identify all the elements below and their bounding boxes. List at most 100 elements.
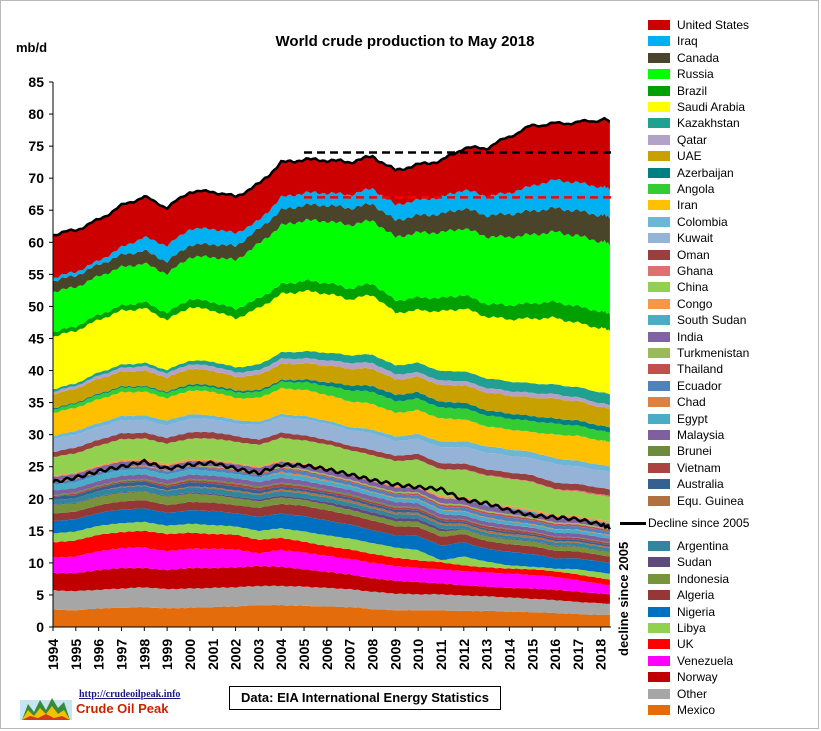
legend-swatch (648, 233, 670, 244)
x-tick-label: 2012 (456, 639, 472, 670)
area-turkmenistan (53, 465, 610, 530)
area-iran (53, 387, 610, 467)
overlay-lines (52, 116, 611, 530)
x-tick-label: 1997 (113, 639, 129, 670)
legend-label: Vietnam (677, 460, 721, 475)
legend-swatch (648, 639, 670, 650)
legend-label: Argentina (677, 539, 729, 553)
logo-name: Crude Oil Peak (76, 701, 169, 716)
legend-label: Decline since 2005 (648, 516, 750, 530)
area-brunei (53, 478, 610, 544)
legend-label: Nigeria (677, 604, 716, 619)
legend-swatch (648, 69, 670, 80)
area-united-states (53, 118, 610, 278)
x-tick-label: 2008 (365, 639, 381, 670)
legend-swatch (648, 266, 670, 276)
legend-label: Ghana (677, 264, 714, 278)
y-tick-label: 0 (36, 619, 44, 635)
x-tick-label: 2009 (387, 639, 403, 670)
legend-swatch (648, 397, 670, 408)
legend-label: Sudan (677, 555, 712, 570)
legend-swatch (648, 298, 670, 309)
x-tick-label: 2017 (570, 639, 586, 670)
y-tick-label: 35 (28, 395, 44, 411)
legend-label: Kuwait (677, 231, 714, 246)
legend-label: Thailand (677, 362, 724, 377)
x-tick-label: 2015 (524, 639, 540, 670)
decline-line-swatch (620, 522, 646, 525)
y-tick-label: 10 (28, 555, 44, 571)
legend-label: Norway (677, 670, 718, 685)
legend-label: Iraq (677, 34, 698, 49)
legend-label: Other (677, 686, 708, 701)
stacked-areas (53, 118, 610, 627)
source-note: Data: EIA International Energy Statistic… (229, 686, 501, 710)
legend-label: Congo (677, 296, 713, 311)
legend-swatch (648, 623, 670, 633)
legend-swatch (648, 348, 670, 358)
legend-swatch (648, 216, 670, 227)
legend-swatch (648, 688, 670, 699)
axes: 0 5 10 15 20 25 30 35 40 45 50 55 60 65 70 75 80 85 1994 19… (28, 74, 611, 670)
area-saudi-arabia (53, 289, 610, 395)
x-tick-label: 2007 (342, 639, 358, 670)
y-tick-label: 50 (28, 298, 44, 314)
legend-label: Turkmenistan (677, 346, 750, 360)
x-tick-label: 2013 (479, 639, 495, 670)
legend-swatch (648, 606, 670, 617)
legend-swatch (648, 102, 670, 112)
area-uk (53, 530, 610, 586)
x-tick-label: 1996 (91, 639, 107, 670)
logo-url[interactable]: http://crudeoilpeak.info (79, 689, 181, 700)
legend-swatch (648, 495, 670, 506)
legend-label: Australia (677, 477, 724, 492)
area-sudan (53, 491, 610, 553)
legend-swatch (648, 134, 670, 145)
legend-swatch (648, 249, 670, 260)
area-australia (53, 481, 610, 547)
area-canada (53, 202, 610, 293)
area-kazakhstan (53, 350, 610, 406)
legend-label: Canada (677, 50, 720, 65)
x-tick-label: 2003 (250, 639, 266, 670)
y-tick-label: 65 (28, 202, 44, 218)
legend-label: Colombia (677, 214, 728, 229)
legend-swatch (648, 282, 670, 293)
legend-label: Brazil (677, 83, 708, 98)
area-malaysia (53, 474, 610, 543)
legend-label: China (677, 280, 709, 295)
area-kuwait (53, 416, 610, 490)
area-egypt (53, 469, 610, 539)
area-chad (53, 469, 610, 536)
y-tick-label: 80 (28, 106, 44, 122)
legend-label: United States (677, 18, 750, 32)
legend-swatch (648, 380, 670, 391)
area-libya (53, 521, 610, 580)
x-tick-label: 2004 (273, 639, 289, 670)
x-tick-label: 1995 (68, 639, 84, 670)
y-tick-label: 20 (28, 491, 44, 507)
legend-swatch (648, 705, 670, 715)
area-brazil (53, 279, 610, 337)
x-tick-label: 1999 (159, 639, 175, 670)
area-argentina (53, 485, 610, 552)
x-tick-label: 2018 (593, 639, 609, 670)
legend-swatch (648, 557, 670, 568)
x-tick-label: 2001 (205, 639, 221, 670)
legend-swatch (648, 167, 670, 178)
legend-label: Mexico (677, 703, 716, 717)
legend-label: Angola (677, 182, 715, 196)
legend-label: Qatar (677, 132, 708, 147)
side-label-text: decline since 2005 (616, 542, 631, 656)
legend-swatch (648, 541, 670, 551)
legend-swatch (648, 364, 670, 375)
y-tick-label: 75 (28, 138, 44, 154)
legend-swatch (648, 20, 670, 30)
y-axis-label: mb/d (16, 40, 47, 55)
legend-swatch (648, 85, 670, 96)
area-vietnam (53, 480, 610, 546)
y-tick-label: 5 (36, 587, 44, 603)
legend-swatch (648, 52, 670, 63)
